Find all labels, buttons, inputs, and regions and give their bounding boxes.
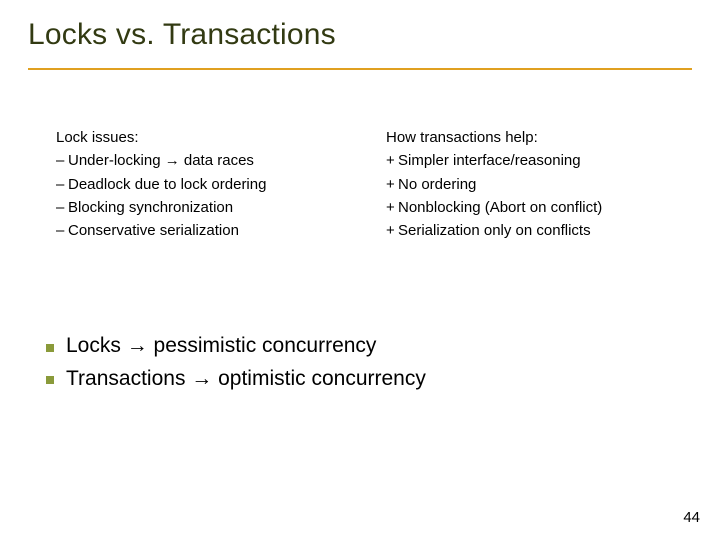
summary-text: Transactions → optimistic concurrency bbox=[66, 363, 426, 396]
right-item: +Simpler interface/reasoning bbox=[386, 149, 692, 172]
minus-icon: – bbox=[56, 196, 68, 219]
left-item: –Conservative serialization bbox=[56, 219, 362, 242]
left-item-text: Conservative serialization bbox=[68, 222, 239, 239]
page-number: 44 bbox=[683, 509, 700, 526]
left-item-text: Blocking synchronization bbox=[68, 199, 233, 216]
right-lead: How transactions help: bbox=[386, 126, 692, 149]
left-item-text: Deadlock due to lock ordering bbox=[68, 176, 266, 193]
left-item: –Deadlock due to lock ordering bbox=[56, 173, 362, 196]
left-item-text: Under-locking → data races bbox=[68, 152, 254, 169]
right-item-text: Nonblocking (Abort on conflict) bbox=[398, 199, 602, 216]
title-rule bbox=[28, 68, 692, 70]
slide: Locks vs. Transactions Lock issues: –Und… bbox=[0, 0, 720, 540]
right-item-text: No ordering bbox=[398, 176, 476, 193]
right-item: +No ordering bbox=[386, 173, 692, 196]
bullet-icon bbox=[46, 376, 54, 384]
left-item: –Under-locking → data races bbox=[56, 149, 362, 172]
summary: Locks → pessimistic concurrency Transact… bbox=[28, 330, 692, 395]
left-lead: Lock issues: bbox=[56, 126, 362, 149]
bullet-icon bbox=[46, 344, 54, 352]
left-column: Lock issues: –Under-locking → data races… bbox=[56, 126, 362, 242]
right-column: How transactions help: +Simpler interfac… bbox=[386, 126, 692, 242]
columns: Lock issues: –Under-locking → data races… bbox=[28, 126, 692, 242]
minus-icon: – bbox=[56, 219, 68, 242]
plus-icon: + bbox=[386, 173, 398, 196]
left-item: –Blocking synchronization bbox=[56, 196, 362, 219]
minus-icon: – bbox=[56, 149, 68, 172]
summary-text: Locks → pessimistic concurrency bbox=[66, 330, 376, 363]
plus-icon: + bbox=[386, 219, 398, 242]
right-item: +Nonblocking (Abort on conflict) bbox=[386, 196, 692, 219]
summary-row: Locks → pessimistic concurrency bbox=[46, 330, 692, 363]
right-item-text: Serialization only on conflicts bbox=[398, 222, 591, 239]
minus-icon: – bbox=[56, 173, 68, 196]
plus-icon: + bbox=[386, 149, 398, 172]
summary-row: Transactions → optimistic concurrency bbox=[46, 363, 692, 396]
right-item-text: Simpler interface/reasoning bbox=[398, 152, 581, 169]
plus-icon: + bbox=[386, 196, 398, 219]
right-item: +Serialization only on conflicts bbox=[386, 219, 692, 242]
slide-title: Locks vs. Transactions bbox=[28, 18, 692, 68]
